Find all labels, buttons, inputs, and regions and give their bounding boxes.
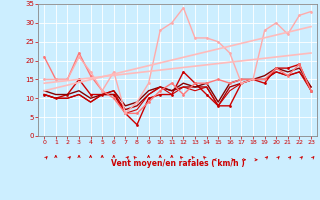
X-axis label: Vent moyen/en rafales ( km/h ): Vent moyen/en rafales ( km/h ) [111, 159, 244, 168]
